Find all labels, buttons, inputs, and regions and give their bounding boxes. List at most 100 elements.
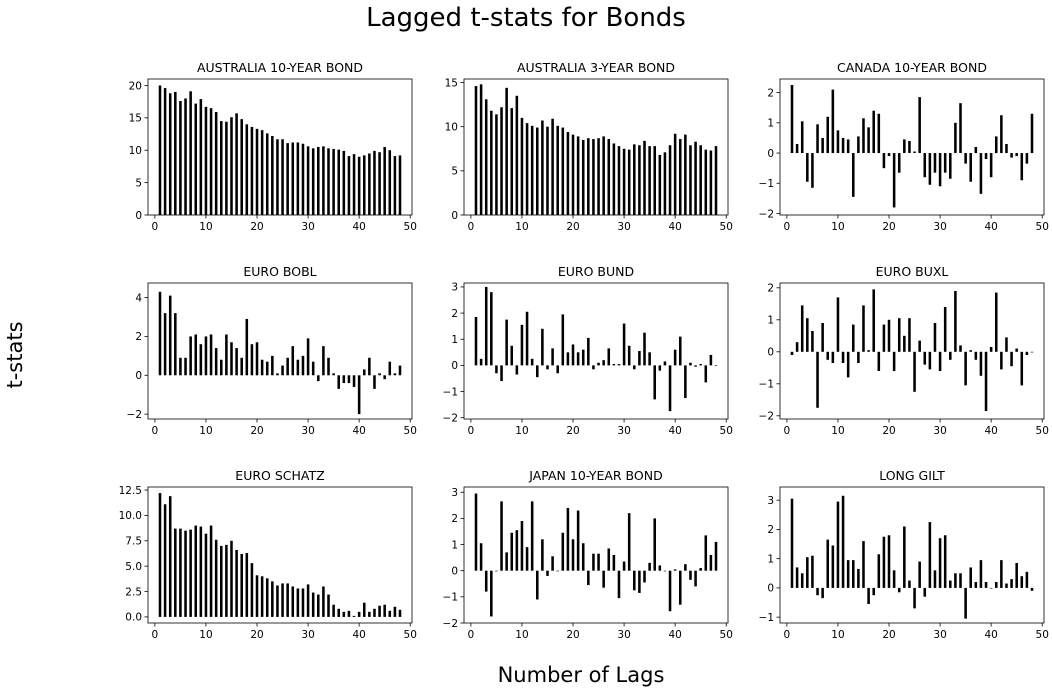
bar [622, 148, 626, 215]
bar [189, 529, 192, 617]
bar [163, 313, 167, 376]
bar [841, 351, 845, 363]
bar [668, 365, 672, 412]
subplot-1: AUSTRALIA 10-YEAR BOND 0 10 20 30 40 50 0 5 10 15 2… [129, 60, 417, 233]
bar [525, 311, 529, 366]
bar [852, 560, 855, 588]
bar [887, 153, 891, 157]
bar [398, 155, 402, 215]
bar [597, 553, 600, 571]
bar [357, 156, 361, 215]
subplot-9: LONG GILT 0 10 20 30 40 50 −1 0 1 2 3 [759, 468, 1049, 641]
bar [179, 528, 182, 617]
bar [984, 153, 988, 160]
bar [561, 314, 565, 366]
bar [551, 348, 554, 366]
bar [627, 149, 631, 215]
bar [694, 141, 697, 215]
y-tick-label: 0 [451, 565, 458, 577]
bar [943, 535, 947, 588]
bar [790, 351, 794, 355]
bar [199, 344, 203, 376]
bar [592, 139, 595, 215]
bar [836, 130, 840, 154]
bar [378, 152, 381, 215]
bar [276, 373, 279, 376]
bar [235, 348, 238, 376]
bar [204, 533, 208, 617]
x-tick-label: 40 [352, 629, 365, 641]
bar [617, 146, 621, 215]
x-tick-label: 30 [301, 629, 314, 641]
bar [1010, 153, 1013, 158]
bar [678, 139, 682, 215]
bar [704, 535, 708, 571]
bar [602, 570, 605, 588]
bar [520, 324, 524, 366]
bar [795, 143, 799, 154]
bar [897, 587, 901, 593]
bar [923, 351, 927, 365]
bar [245, 124, 249, 215]
bar [806, 557, 809, 588]
bar [174, 528, 177, 617]
bar [668, 145, 672, 215]
x-tick-label: 40 [668, 425, 681, 437]
bar [1005, 583, 1008, 588]
bar [923, 153, 927, 178]
bar [220, 545, 223, 617]
bar [500, 501, 503, 571]
bar [271, 355, 274, 376]
bar [602, 136, 605, 215]
bar [1020, 351, 1024, 386]
bar [587, 138, 590, 215]
x-tick-label: 20 [566, 425, 579, 437]
bar [1020, 153, 1024, 181]
bar [1030, 113, 1034, 154]
bar [800, 573, 804, 588]
bar [500, 107, 503, 215]
bar [633, 570, 636, 591]
bar [714, 541, 718, 571]
bar [479, 358, 483, 366]
bar [510, 345, 514, 366]
bar [194, 103, 198, 215]
bar [383, 604, 386, 617]
bar [352, 615, 356, 617]
bar [536, 365, 539, 378]
bar [638, 145, 641, 215]
x-tick-label: 40 [984, 221, 997, 233]
bar [633, 144, 636, 215]
bar [332, 373, 335, 376]
bar [795, 342, 799, 352]
bar [566, 507, 570, 571]
bar [581, 543, 585, 571]
x-tick-label: 10 [831, 425, 844, 437]
bar [286, 357, 289, 376]
bar [607, 348, 611, 366]
bar [479, 84, 483, 215]
y-tick-label: 12.5 [119, 485, 142, 497]
bar [602, 360, 605, 366]
bar [694, 365, 697, 367]
bar [653, 365, 656, 400]
bar [490, 110, 493, 215]
bar [490, 292, 493, 366]
bar [994, 582, 998, 588]
bar [383, 147, 386, 215]
bar [867, 350, 870, 352]
bar [271, 581, 274, 617]
bar [332, 148, 335, 215]
x-tick-label: 40 [668, 629, 681, 641]
bar [317, 375, 320, 382]
x-tick-label: 0 [784, 221, 791, 233]
bar [709, 150, 713, 215]
bar [994, 292, 998, 352]
x-tick-label: 50 [1036, 629, 1049, 641]
x-tick-label: 30 [617, 221, 630, 233]
bar [949, 580, 952, 588]
bar [495, 570, 498, 572]
bar [607, 139, 611, 215]
bar [862, 541, 865, 588]
y-tick-label: 5 [135, 177, 142, 189]
